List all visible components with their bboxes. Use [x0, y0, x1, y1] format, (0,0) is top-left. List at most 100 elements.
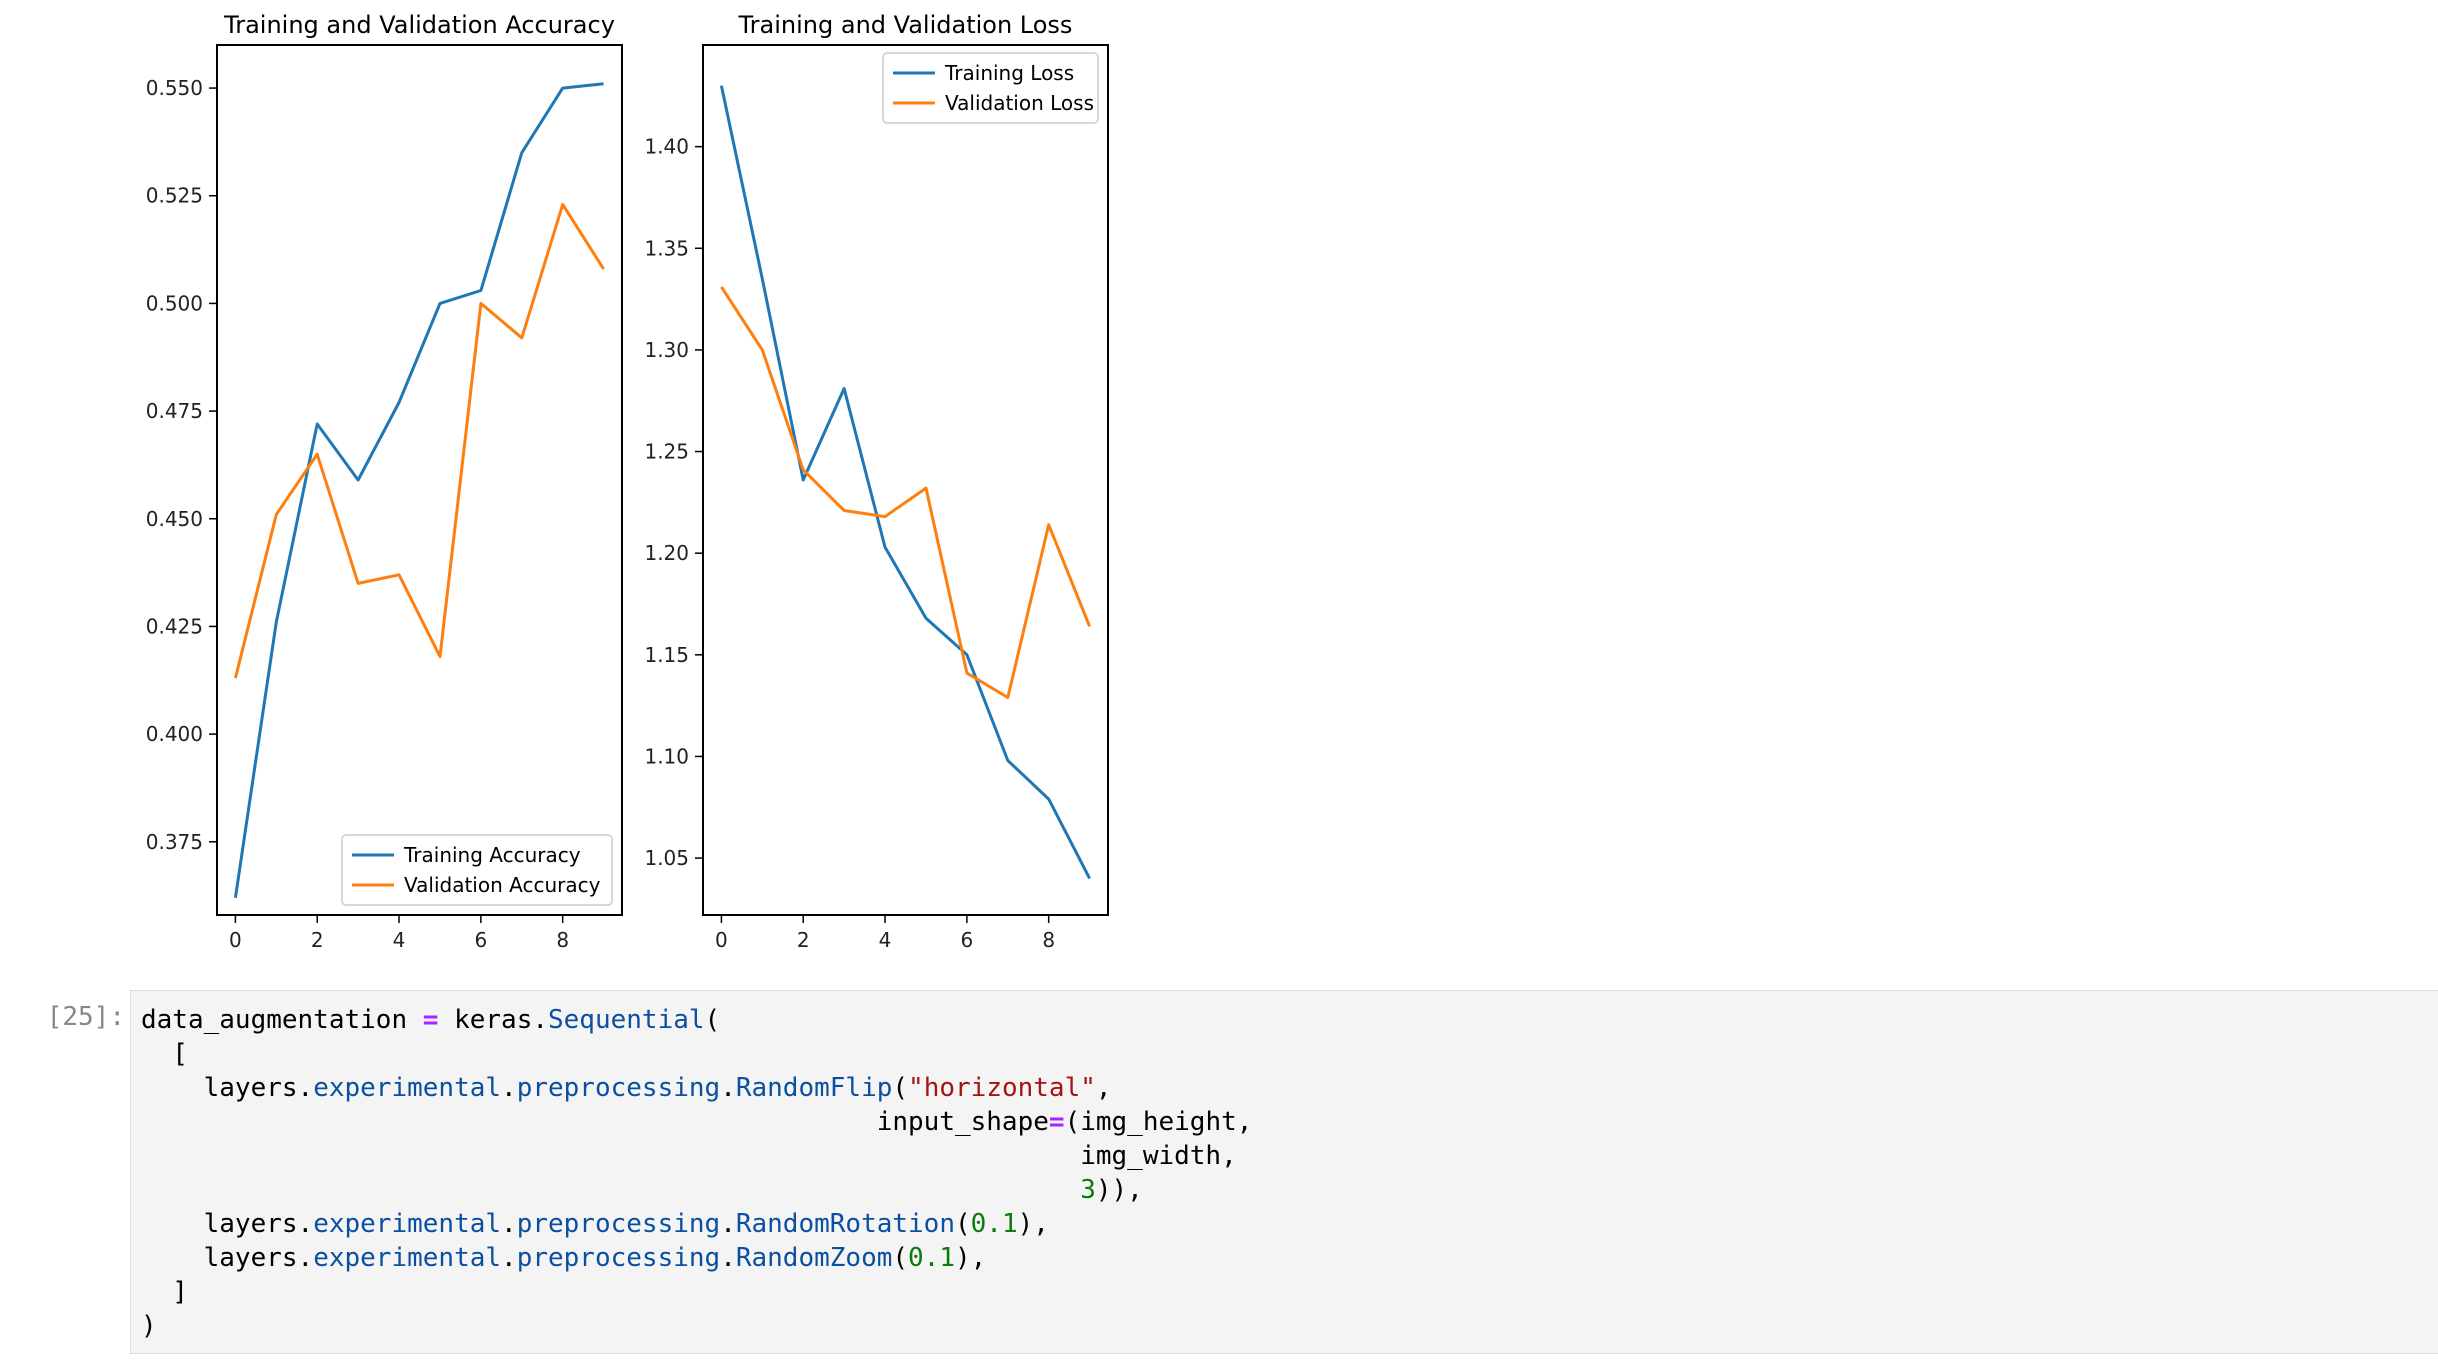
code-token: ),: [955, 1243, 987, 1273]
code-token: img_width,: [141, 1141, 1237, 1171]
code-token: Sequential: [548, 1005, 705, 1035]
y-tick-label: 0.550: [146, 76, 203, 100]
code-line: ): [141, 1309, 2438, 1343]
code-token: data_augmentation: [141, 1005, 423, 1035]
charts-figure: Training and Validation Accuracy 0.375 0.4…: [146, 11, 1109, 952]
code-token: input_shape: [141, 1107, 1049, 1137]
code-token: 3: [1080, 1175, 1096, 1205]
code-token: preprocessing: [516, 1243, 721, 1273]
x-tick-label: 4: [393, 928, 406, 952]
y-tick-label: 0.475: [146, 399, 203, 423]
code-token: .: [720, 1073, 736, 1103]
chart-title: Training and Validation Loss: [738, 11, 1073, 39]
plot-frame: [216, 44, 623, 916]
code-text[interactable]: data_augmentation = keras.Sequential( [ …: [131, 991, 2438, 1355]
code-token: (: [892, 1073, 909, 1103]
code-token: experimental: [313, 1073, 502, 1103]
legend: Training Loss Validation Loss: [882, 52, 1099, 124]
code-line: input_shape=(img_height,: [141, 1105, 2438, 1139]
code-line: layers.experimental.preprocessing.Random…: [141, 1207, 2438, 1241]
x-tick-label: 2: [311, 928, 324, 952]
chart-1: Training and Validation Accuracy 0.375 0.4…: [146, 11, 623, 952]
code-token: ),: [1017, 1209, 1049, 1239]
code-token: .: [720, 1243, 736, 1273]
code-token: experimental: [313, 1243, 502, 1273]
code-line: ]: [141, 1275, 2438, 1309]
x-tick-label: 8: [1042, 928, 1055, 952]
code-token: 0.1: [970, 1209, 1018, 1239]
code-token: layers.: [141, 1209, 314, 1239]
code-line: layers.experimental.preprocessing.Random…: [141, 1241, 2438, 1275]
chart-2: Training and Validation Loss 1.05 1.10 1.15…: [644, 11, 1109, 952]
x-tick-label: 4: [879, 928, 892, 952]
code-token: (: [892, 1243, 909, 1273]
y-tick-label: 1.20: [644, 541, 689, 565]
legend-label: Validation Accuracy: [404, 873, 601, 897]
y-tick-label: 1.30: [644, 338, 689, 362]
code-token: .: [501, 1073, 517, 1103]
legend-label: Validation Loss: [945, 91, 1094, 115]
code-line: img_width,: [141, 1139, 2438, 1173]
y-tick-label: 1.25: [644, 440, 689, 464]
code-cell[interactable]: [25]: data_augmentation = keras.Sequenti…: [0, 990, 2438, 1362]
code-token: preprocessing: [516, 1209, 721, 1239]
y-tick-label: 1.15: [644, 643, 689, 667]
code-token: RandomZoom: [735, 1243, 893, 1273]
code-token: =: [1048, 1107, 1065, 1137]
code-line: layers.experimental.preprocessing.Random…: [141, 1071, 2438, 1105]
x-tick-label: 8: [556, 928, 569, 952]
legend-box: [882, 52, 1099, 124]
x-tick-label: 0: [715, 928, 728, 952]
y-tick-label: 0.400: [146, 722, 203, 746]
y-tick-label: 0.525: [146, 184, 203, 208]
y-tick-label: 0.500: [146, 291, 203, 315]
y-tick-label: 0.375: [146, 830, 203, 854]
code-token: (: [955, 1209, 971, 1239]
code-token: keras.: [438, 1005, 548, 1035]
y-tick-label: 1.35: [644, 236, 689, 260]
code-token: ): [141, 1311, 157, 1341]
code-line: data_augmentation = keras.Sequential(: [141, 1003, 2438, 1037]
code-token: )),: [1095, 1175, 1143, 1205]
code-token: RandomFlip: [735, 1073, 893, 1103]
series-line-2: [720, 286, 1091, 699]
legend-label: Training Accuracy: [403, 843, 581, 867]
code-token: [141, 1175, 1080, 1205]
legend-box: [341, 834, 613, 906]
legend-label: Training Loss: [944, 61, 1074, 85]
series-line-1: [233, 82, 604, 899]
series-line-2: [233, 202, 605, 679]
code-token: ,: [1095, 1073, 1112, 1103]
y-tick-label: 1.40: [644, 135, 689, 159]
series-line-1: [719, 85, 1091, 880]
plot-frame: [702, 44, 1109, 916]
code-token: =: [422, 1005, 439, 1035]
code-token: RandomRotation: [735, 1209, 955, 1239]
code-token: experimental: [313, 1209, 502, 1239]
code-token: 0.1: [908, 1243, 956, 1273]
code-token: preprocessing: [516, 1073, 721, 1103]
y-tick-label: 1.05: [644, 846, 689, 870]
code-token: ]: [141, 1277, 188, 1307]
x-tick-label: 0: [229, 928, 242, 952]
chart-title: Training and Validation Accuracy: [223, 11, 615, 39]
code-token: .: [501, 1243, 517, 1273]
code-token: layers.: [141, 1073, 314, 1103]
y-tick-label: 0.450: [146, 507, 203, 531]
code-token: .: [501, 1209, 517, 1239]
code-line: [: [141, 1037, 2438, 1071]
plot-output: Training and Validation Accuracy 0.375 0.4…: [146, 11, 1109, 952]
x-tick-label: 6: [474, 928, 487, 952]
y-tick-label: 1.10: [644, 744, 689, 768]
x-tick-label: 2: [797, 928, 810, 952]
code-token: .: [720, 1209, 736, 1239]
x-tick-label: 6: [960, 928, 973, 952]
cell-prompt: [25]:: [46, 1002, 125, 1032]
code-line: 3)),: [141, 1173, 2438, 1207]
legend: Training Accuracy Validation Accuracy: [341, 834, 613, 906]
code-token: (img_height,: [1064, 1107, 1253, 1137]
code-token: [: [141, 1039, 188, 1069]
y-tick-label: 0.425: [146, 614, 203, 638]
code-token: "horizontal": [908, 1073, 1096, 1103]
code-editor[interactable]: data_augmentation = keras.Sequential( [ …: [130, 990, 2438, 1354]
